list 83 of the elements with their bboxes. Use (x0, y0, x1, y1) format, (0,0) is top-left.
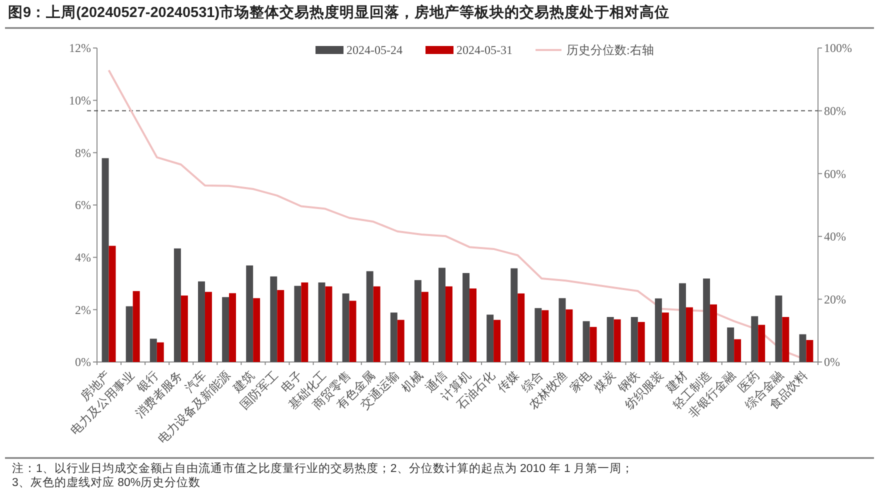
y-tick-label: 2% (75, 302, 91, 317)
bar (758, 324, 766, 362)
y-tick-label: 12% (69, 41, 91, 56)
bar (614, 319, 621, 362)
bar (421, 292, 428, 362)
bar (638, 322, 645, 362)
bar (678, 283, 686, 362)
bar (462, 273, 470, 362)
bar (710, 304, 717, 362)
bar (325, 286, 332, 362)
bar (349, 300, 356, 362)
legend-label: 历史分位数:右轴 (566, 43, 654, 58)
bar (253, 298, 260, 362)
bar (494, 320, 501, 362)
bar (534, 308, 542, 362)
x-tick-label: 煤炭 (591, 368, 618, 396)
bar (558, 298, 566, 362)
bar (542, 310, 549, 362)
y-tick-label: 6% (75, 198, 91, 212)
bar (270, 276, 278, 362)
bar (180, 296, 188, 362)
bar (204, 292, 212, 362)
bar (727, 327, 734, 362)
legend-label: 2024-05-24 (346, 43, 402, 58)
bar (132, 291, 140, 362)
x-tick-label: 机械 (398, 368, 426, 396)
bar (775, 296, 782, 362)
legend-label: 2024-05-31 (456, 43, 512, 58)
bar (126, 306, 133, 362)
y2-tick-label: 100% (824, 41, 852, 56)
y2-tick-label: 80% (824, 104, 846, 118)
bar (156, 342, 164, 362)
text: 注：1、以行业日均成交金额占自由流通市值之比度量行业的交易热度；2、分位数计算的起点为 2010 年 1 月第一周； (12, 461, 634, 475)
bar (342, 293, 350, 362)
bar (294, 286, 302, 362)
bar (318, 282, 326, 362)
y-tick-label: 10% (69, 94, 91, 108)
x-tick-label: 家电 (567, 368, 594, 396)
text: 3、灰色的虚线对应 80%历史分位数 (12, 475, 201, 488)
bar (606, 316, 614, 362)
y2-tick-label: 0% (824, 355, 840, 370)
bar (277, 290, 284, 362)
y2-tick-label: 60% (824, 166, 846, 181)
bar (397, 320, 404, 362)
y-tick-label: 4% (75, 250, 91, 265)
bar (782, 316, 790, 362)
bar (108, 246, 116, 362)
bar (734, 339, 742, 362)
bar (445, 286, 452, 362)
bar (414, 280, 422, 362)
bar (470, 288, 476, 362)
bar (582, 321, 590, 362)
bar (301, 282, 308, 362)
bar (630, 316, 638, 362)
bar (654, 298, 662, 362)
bar (366, 271, 374, 362)
bar (438, 268, 446, 362)
y-tick-label: 8% (75, 146, 91, 160)
bar (150, 338, 157, 362)
bar (703, 278, 710, 362)
chart-title: 图9：上周(20240527-20240531)市场整体交易热度明显回落，房地产等板块的交易热度处于相对高位 (8, 3, 670, 21)
bar (799, 334, 806, 362)
bar (246, 265, 254, 362)
x-tick-label: 传媒 (494, 368, 522, 396)
bar (566, 309, 573, 362)
bar (590, 326, 597, 362)
bar (373, 286, 380, 362)
bar (662, 312, 669, 362)
bar (222, 297, 230, 362)
bar (102, 158, 109, 362)
bar (198, 281, 205, 362)
bar (686, 307, 693, 362)
bar (806, 340, 814, 362)
y2-tick-label: 40% (824, 230, 846, 244)
y-tick-label: 0% (75, 355, 91, 370)
bar (390, 312, 398, 362)
bar (510, 268, 518, 362)
y2-tick-label: 20% (824, 292, 846, 306)
bar (751, 316, 758, 362)
bar (174, 248, 181, 362)
bar (518, 293, 525, 362)
bar (486, 314, 494, 362)
bar (229, 293, 236, 362)
